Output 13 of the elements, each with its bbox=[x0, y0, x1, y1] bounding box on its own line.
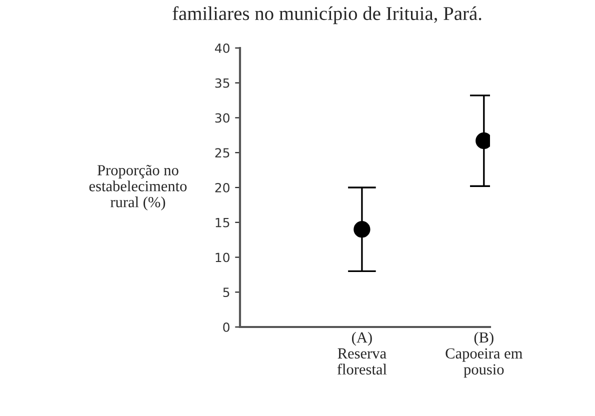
y-tick-label: 10 bbox=[216, 252, 230, 262]
y-tick-label: 15 bbox=[216, 218, 230, 228]
y-axis-title: Proporção no estabelecimento rural (%) bbox=[89, 164, 187, 210]
y-tick-label: 20 bbox=[215, 182, 230, 192]
x-tick-label: (B) Capoeira em pousio bbox=[446, 332, 522, 378]
y-tick-label: 25 bbox=[215, 148, 230, 158]
chart-title: familiares no município de Irituia, Pará. bbox=[172, 6, 482, 24]
y-tick-label: 40 bbox=[214, 43, 230, 53]
y-tick-label: 5 bbox=[223, 288, 230, 298]
y-tick-label: 0 bbox=[223, 322, 230, 332]
y-tick-label: 30 bbox=[215, 113, 230, 123]
y-tick-label: 35 bbox=[215, 78, 230, 88]
x-tick-label: (A) Reserva florestal bbox=[337, 332, 387, 375]
